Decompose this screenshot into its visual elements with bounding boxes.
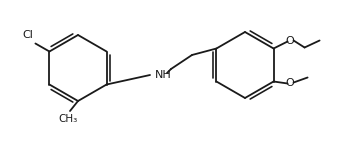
Text: Cl: Cl [22,30,33,40]
Text: O: O [285,78,294,88]
Text: O: O [285,36,294,45]
Text: NH: NH [155,70,172,80]
Text: CH₃: CH₃ [58,114,78,124]
